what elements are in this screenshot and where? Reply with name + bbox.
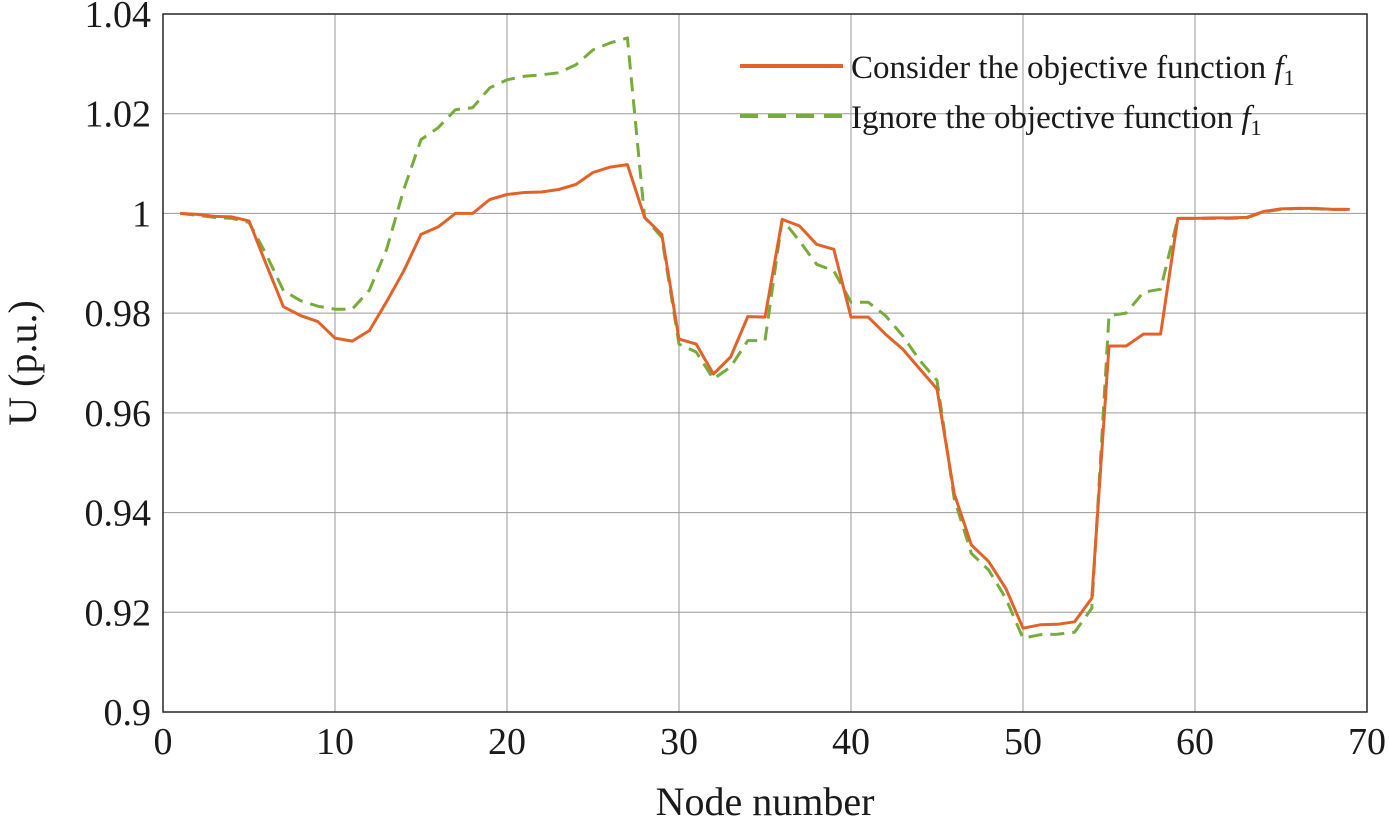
- x-axis-title: Node number: [656, 779, 875, 819]
- x-tick-label: 40: [832, 721, 870, 763]
- plot-frame: [162, 13, 1368, 713]
- y-axis-title: U (p.u.): [0, 300, 45, 426]
- x-tick-label: 10: [316, 721, 354, 763]
- legend: Consider the objective function f1 Ignore…: [740, 50, 1295, 140]
- y-tick-label: 0.96: [85, 393, 152, 435]
- y-tick-label: 0.9: [104, 692, 152, 734]
- y-tick-label: 0.94: [85, 493, 152, 535]
- x-tick-label: 60: [1176, 721, 1214, 763]
- x-tick-label: 0: [154, 721, 173, 763]
- y-tick-label: 0.98: [85, 293, 152, 335]
- y-tick-label: 1.02: [85, 94, 152, 136]
- y-tick-label: 0.92: [85, 592, 152, 634]
- legend-label-2: Ignore the objective function f1: [851, 100, 1262, 140]
- x-tick-label: 50: [1004, 721, 1042, 763]
- x-tick-label: 20: [488, 721, 526, 763]
- series-layer: [180, 36, 1350, 640]
- series-line-1: [180, 163, 1350, 630]
- series-line-2: [180, 36, 1350, 640]
- legend-label-1: Consider the objective function f1: [851, 50, 1295, 90]
- y-tick-labels: 0.9 0.92 0.94 0.96 0.98 1 1.02 1.04: [85, 0, 152, 734]
- x-tick-label: 30: [660, 721, 698, 763]
- y-tick-label: 1.04: [85, 0, 152, 36]
- x-tick-labels: 0 10 20 30 40 50 60 70: [154, 721, 1387, 763]
- y-tick-label: 1: [132, 193, 151, 235]
- x-tick-label: 70: [1348, 721, 1386, 763]
